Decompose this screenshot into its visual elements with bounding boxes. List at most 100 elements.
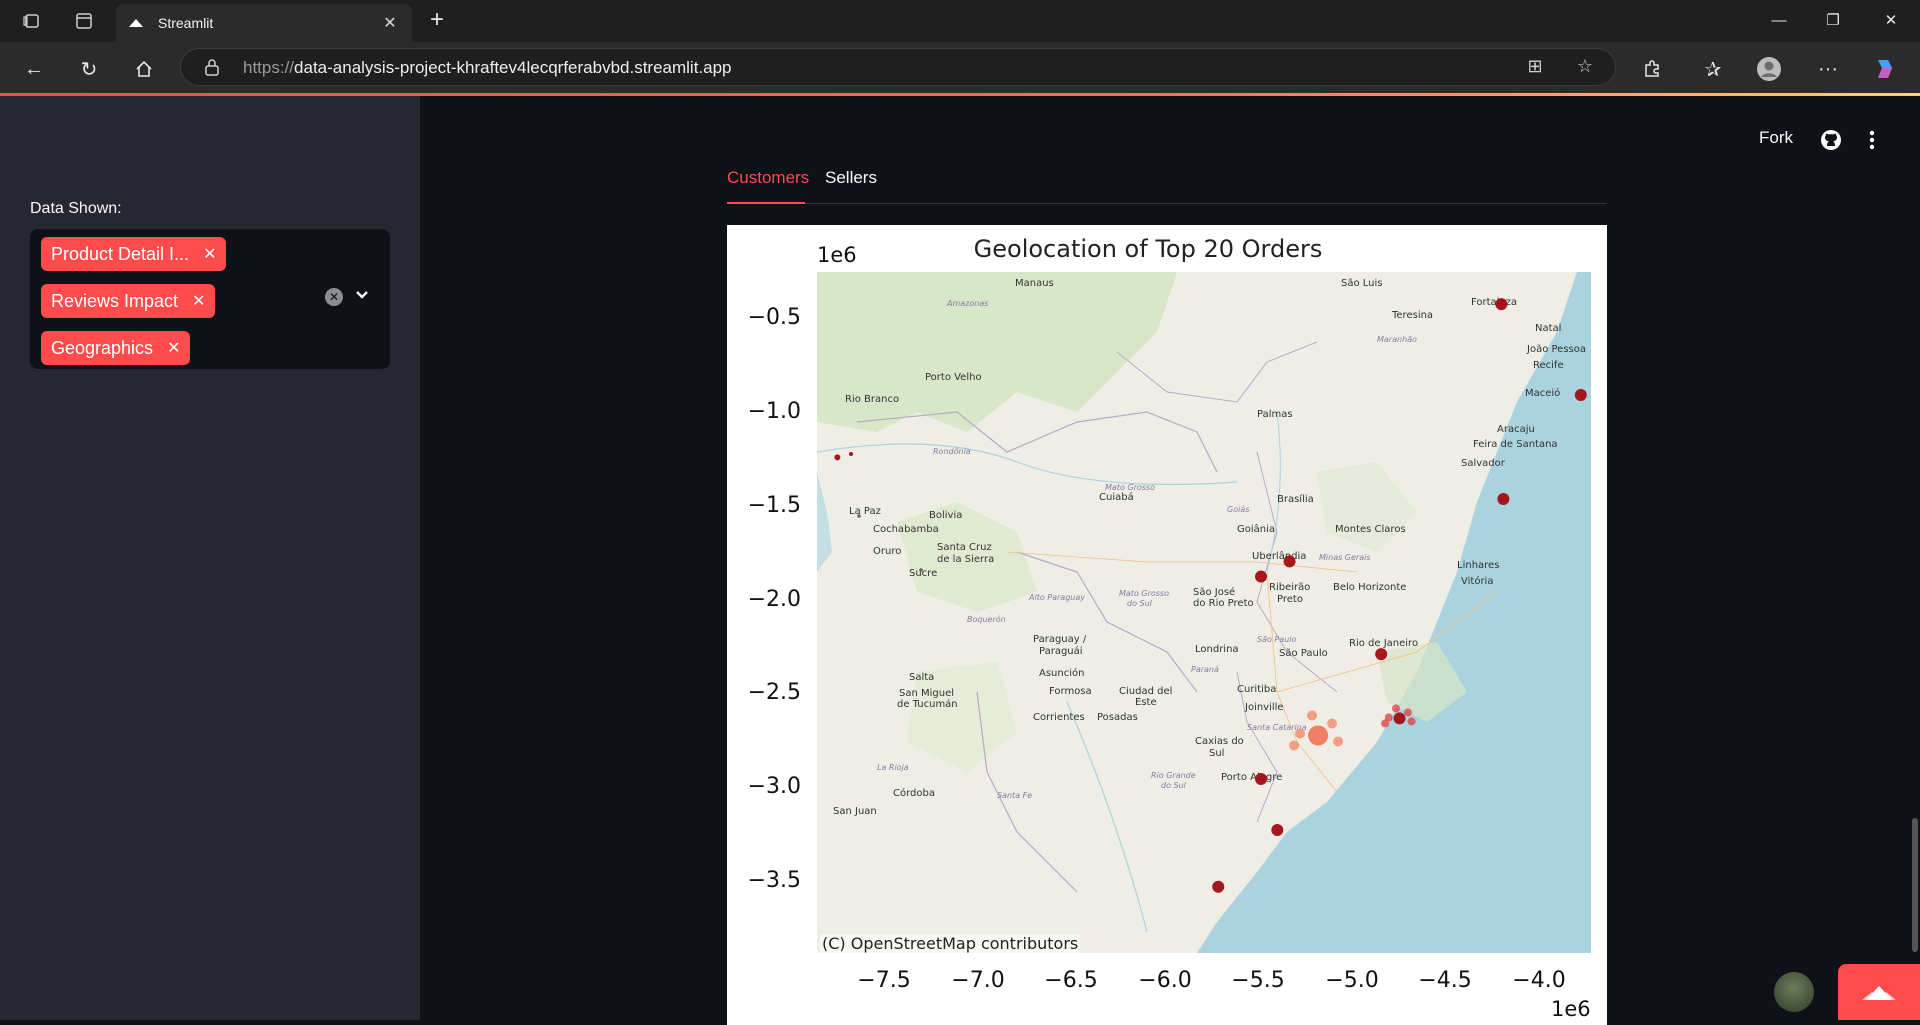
favorites-icon[interactable]: ✰ (1704, 58, 1722, 81)
svg-text:Santa Catarina: Santa Catarina (1247, 723, 1307, 732)
address-bar[interactable]: https://data-analysis-project-khraftev4l… (180, 48, 1616, 86)
svg-text:Palmas: Palmas (1257, 409, 1293, 420)
page-scrollbar[interactable] (1912, 818, 1918, 952)
fork-button[interactable]: Fork (1759, 128, 1793, 147)
x-tick-label: −4.0 (1512, 968, 1566, 993)
browser-tab[interactable]: Streamlit ✕ (116, 4, 412, 42)
streamlit-badge[interactable] (1838, 964, 1920, 1020)
svg-text:Rio Grande: Rio Grande (1151, 771, 1196, 780)
svg-text:Aracaju: Aracaju (1497, 424, 1535, 435)
scatter-point (834, 454, 841, 461)
svg-text:Alto Paraguay: Alto Paraguay (1028, 593, 1085, 602)
app-available-icon[interactable]: ⊞ (1527, 56, 1543, 76)
tab-customers[interactable]: Customers (727, 168, 809, 204)
svg-text:Linhares: Linhares (1457, 560, 1499, 571)
svg-text:São Paulo: São Paulo (1279, 648, 1328, 659)
svg-text:Corrientes: Corrientes (1033, 712, 1085, 723)
svg-text:São Luis: São Luis (1341, 278, 1383, 289)
streamlit-favicon-icon (129, 19, 143, 27)
restore-icon[interactable]: ❐ (1826, 12, 1840, 29)
map-figure: Geolocation of Top 20 Orders 1e6 −0.5 −1… (727, 225, 1607, 1025)
remove-chip-icon[interactable]: ✕ (192, 293, 206, 310)
profile-icon[interactable] (1753, 53, 1785, 85)
svg-text:San Juan: San Juan (833, 806, 877, 817)
home-icon[interactable] (128, 53, 160, 85)
scatter-point (1497, 493, 1510, 505)
svg-text:Santa Cruz: Santa Cruz (937, 542, 992, 553)
data-shown-multiselect[interactable]: Product Detail I... ✕ Reviews Impact ✕ G… (30, 229, 390, 369)
scatter-point (1381, 704, 1416, 728)
main-area: Fork Customers Sellers Geolocation of To… (420, 96, 1920, 1025)
y-offset-label: 1e6 (817, 243, 857, 267)
avatar[interactable] (1774, 972, 1814, 1012)
minimize-icon[interactable]: — (1771, 12, 1787, 29)
close-tab-icon[interactable]: ✕ (383, 15, 397, 32)
tab-sellers[interactable]: Sellers (825, 168, 877, 187)
svg-text:do Rio Preto: do Rio Preto (1193, 598, 1254, 609)
url-text[interactable]: https://data-analysis-project-khraftev4l… (243, 58, 732, 77)
svg-text:Maranhão: Maranhão (1377, 335, 1417, 344)
scatter-point (1283, 555, 1296, 568)
more-options-icon[interactable]: ··· (1818, 57, 1838, 80)
y-tick-label: −2.5 (747, 680, 801, 705)
reload-icon[interactable]: ↻ (80, 58, 98, 81)
svg-text:La Rioja: La Rioja (877, 763, 909, 772)
chevron-down-icon[interactable] (352, 285, 372, 305)
close-window-icon[interactable]: ✕ (1884, 12, 1898, 29)
svg-text:Natal: Natal (1535, 323, 1561, 334)
svg-text:Montes Claros: Montes Claros (1335, 524, 1406, 535)
svg-text:Ciudad del: Ciudad del (1119, 686, 1172, 697)
lock-icon[interactable] (203, 58, 221, 76)
x-tick-label: −7.0 (951, 968, 1005, 993)
streamlit-logo-icon (1862, 986, 1896, 1000)
svg-text:Amazonas: Amazonas (946, 299, 988, 308)
back-icon[interactable]: ← (24, 57, 44, 80)
remove-chip-icon[interactable]: ✕ (203, 246, 217, 263)
copilot-icon[interactable] (1869, 53, 1901, 85)
x-tick-label: −6.5 (1044, 968, 1098, 993)
scatter-layer (834, 298, 1587, 893)
browser-tabbar: Streamlit ✕ + — ❐ ✕ (0, 0, 1920, 42)
svg-text:Preto: Preto (1277, 594, 1303, 605)
chip-product-detail[interactable]: Product Detail I... ✕ (41, 237, 227, 271)
svg-text:La Paz: La Paz (849, 506, 881, 517)
svg-text:Belo Horizonte: Belo Horizonte (1333, 582, 1406, 593)
workspaces-icon[interactable] (16, 7, 48, 35)
svg-text:Goiânia: Goiânia (1237, 523, 1275, 535)
main-menu-icon[interactable] (1862, 129, 1882, 151)
x-tick-label: −5.5 (1231, 968, 1285, 993)
svg-text:de Tucumán: de Tucumán (897, 698, 958, 710)
github-icon[interactable] (1820, 129, 1842, 151)
clear-all-icon[interactable]: ✕ (325, 288, 343, 306)
chip-reviews-impact[interactable]: Reviews Impact ✕ (41, 284, 216, 318)
svg-text:João Pessoa: João Pessoa (1526, 344, 1586, 355)
svg-text:Oruro: Oruro (873, 546, 901, 557)
scatter-point (1212, 880, 1225, 893)
chip-label: Reviews Impact (51, 290, 179, 311)
svg-text:Cochabamba: Cochabamba (873, 524, 939, 535)
svg-text:Curitiba: Curitiba (1237, 684, 1276, 695)
remove-chip-icon[interactable]: ✕ (167, 340, 181, 357)
svg-text:Teresina: Teresina (1391, 310, 1433, 321)
y-tick-label: −2.0 (747, 587, 801, 612)
favorite-star-icon[interactable]: ☆ (1576, 56, 1594, 76)
svg-text:Vitória: Vitória (1461, 575, 1493, 587)
page-load-indicator (0, 93, 1920, 96)
tab-list: Customers Sellers (727, 168, 1607, 204)
tab-actions-icon[interactable] (68, 7, 100, 35)
svg-text:Bolivia: Bolivia (929, 510, 962, 521)
new-tab-button[interactable]: + (429, 6, 444, 33)
scatter-point (1375, 648, 1388, 661)
svg-text:Salvador: Salvador (1461, 458, 1506, 469)
basemap-svg: Manaus São Luis Fortaleza Teresina Natal… (817, 272, 1591, 953)
svg-text:Paraná: Paraná (1191, 665, 1219, 674)
y-tick-label: −1.5 (747, 493, 801, 518)
svg-text:Cuiabá: Cuiabá (1099, 491, 1134, 503)
tab-title: Streamlit (158, 15, 214, 31)
svg-text:Córdoba: Córdoba (893, 787, 935, 799)
x-tick-label: −4.5 (1418, 968, 1472, 993)
extensions-icon[interactable] (1636, 53, 1668, 85)
map-attribution: (C) OpenStreetMap contributors (820, 934, 1081, 953)
svg-text:do Sul: do Sul (1127, 599, 1153, 608)
chip-geographics[interactable]: Geographics ✕ (41, 331, 191, 365)
